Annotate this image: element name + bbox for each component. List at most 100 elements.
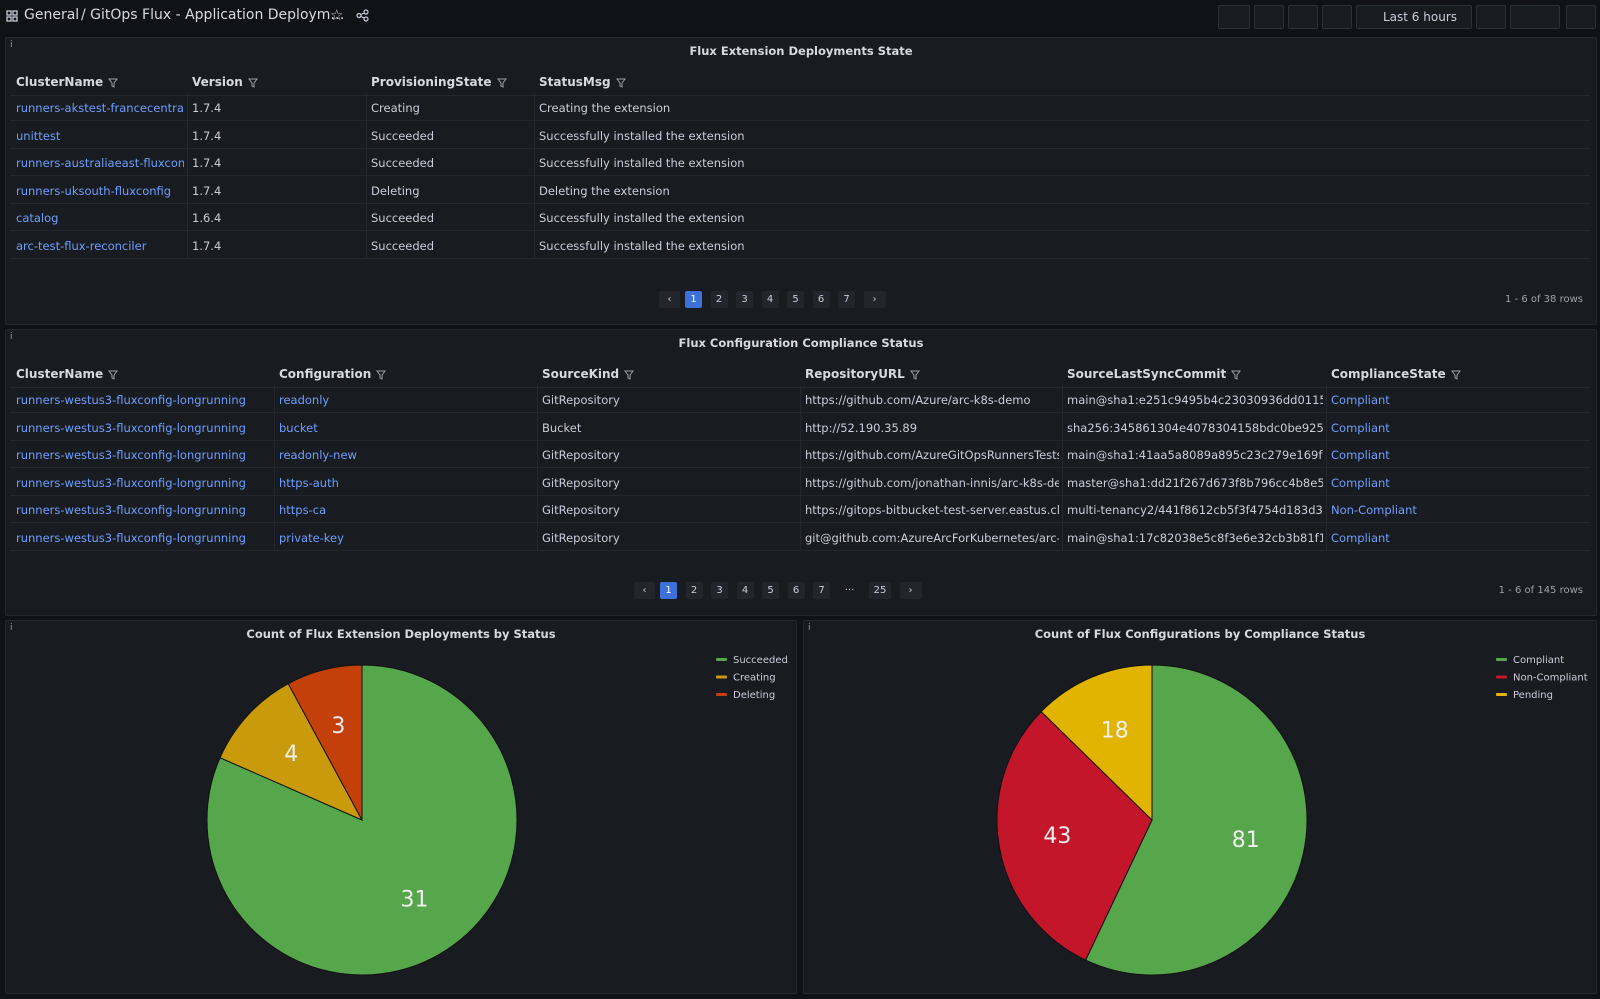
share-button[interactable] [356, 9, 369, 22]
cell-link[interactable]: runners-akstest-francecentra… [16, 101, 184, 115]
column-header[interactable]: ClusterName [16, 75, 104, 89]
cell-link[interactable]: runners-westus3-fluxconfig-longrunning [16, 503, 246, 518]
filter-icon[interactable] [108, 78, 118, 88]
filter-icon[interactable] [1231, 370, 1241, 380]
info-button[interactable] [1288, 5, 1318, 29]
cell-link[interactable]: runners-westus3-fluxconfig-longrunning [16, 448, 246, 463]
pager-page[interactable]: 5 [787, 291, 804, 308]
row-divider [10, 202, 1590, 204]
legend-label[interactable]: Deleting [733, 690, 775, 701]
time-picker[interactable]: Last 6 hours [1356, 5, 1472, 29]
cell-link[interactable]: bucket [279, 420, 318, 435]
pager-page[interactable]: 1 [685, 291, 702, 308]
pager-page[interactable]: 6 [812, 291, 830, 308]
cell-link[interactable]: Compliant [1331, 393, 1390, 407]
filter-icon[interactable] [108, 370, 118, 380]
table-cell: Deleting [371, 183, 420, 198]
legend-label[interactable]: Creating [733, 673, 776, 684]
cell-link[interactable]: runners-uksouth-fluxconfig [16, 183, 172, 198]
cell-link[interactable]: unittest [16, 128, 61, 143]
legend-swatch [716, 693, 727, 696]
cell-link[interactable]: readonly [279, 393, 330, 407]
pager-page[interactable]: 25 [869, 582, 891, 599]
pie-slice[interactable] [1040, 664, 1153, 822]
pager-page[interactable]: 3 [736, 291, 753, 308]
pager-next[interactable]: › [899, 582, 922, 599]
settings-button[interactable] [1322, 5, 1352, 29]
pager-page[interactable]: 2 [685, 582, 703, 599]
cell-link[interactable]: Compliant [1331, 531, 1390, 545]
panel-info-icon[interactable]: i [808, 623, 811, 633]
legend-label[interactable]: Non-Compliant [1513, 673, 1588, 684]
pie-slice[interactable] [1084, 664, 1308, 976]
column-divider [274, 467, 275, 495]
pager-page[interactable]: 1 [660, 582, 677, 599]
pager-page[interactable]: 4 [761, 291, 779, 308]
filter-icon[interactable] [624, 370, 634, 380]
filter-icon[interactable] [497, 78, 507, 88]
cell-link[interactable]: runners-westus3-fluxconfig-longrunning [16, 475, 246, 490]
column-header[interactable]: SourceLastSyncCommit [1067, 367, 1227, 381]
column-header[interactable]: ProvisioningState [371, 75, 492, 89]
legend-label[interactable]: Succeeded [733, 655, 788, 666]
view-mode-button[interactable] [1566, 5, 1596, 29]
column-header[interactable]: SourceKind [542, 367, 620, 381]
column-header[interactable]: ComplianceState [1331, 367, 1446, 381]
column-divider [274, 385, 275, 412]
pager-page[interactable]: 7 [838, 291, 855, 308]
panel-info-icon[interactable]: i [10, 332, 13, 342]
table-cell: https://github.com/Azure/arc-k8s-demo [805, 393, 1031, 407]
cell-link[interactable]: arc-test-flux-reconciler [16, 239, 147, 253]
pager-page[interactable]: 2 [710, 291, 728, 308]
cell-link[interactable]: runners-westus3-fluxconfig-longrunning [16, 420, 246, 435]
cell-link[interactable]: Non-Compliant [1331, 503, 1417, 518]
pager-page[interactable]: 5 [762, 582, 779, 599]
column-header[interactable]: StatusMsg [539, 75, 611, 89]
pager-page[interactable]: 3 [711, 582, 728, 599]
panel-info-icon[interactable]: i [10, 623, 13, 633]
pager-prev[interactable]: ‹ [634, 582, 655, 599]
column-header[interactable]: ClusterName [16, 367, 104, 381]
cell-link[interactable]: Compliant [1331, 420, 1390, 435]
panel-info-icon[interactable]: i [10, 40, 13, 50]
breadcrumb[interactable]: General [24, 7, 80, 23]
legend-label[interactable]: Pending [1513, 690, 1553, 701]
pager-next[interactable]: › [863, 291, 886, 308]
filter-icon[interactable] [1451, 370, 1461, 380]
refresh-button[interactable] [1510, 5, 1560, 29]
filter-icon[interactable] [910, 370, 920, 380]
pager-prev[interactable]: ‹ [659, 291, 680, 308]
cell-link[interactable]: runners-westus3-fluxconfig-longrunning [16, 393, 246, 407]
legend-label[interactable]: Compliant [1513, 655, 1564, 666]
pie-slice[interactable] [287, 664, 363, 821]
cell-link[interactable]: https-ca [279, 503, 327, 518]
column-divider [537, 385, 538, 412]
column-header[interactable]: Version [192, 75, 243, 89]
zoom-out-button[interactable] [1476, 5, 1506, 29]
cell-link[interactable]: readonly-new [279, 448, 357, 463]
pie-slice[interactable] [996, 710, 1153, 961]
cell-link[interactable]: catalog [16, 211, 59, 226]
column-header[interactable]: Configuration [279, 367, 372, 381]
cell-link[interactable]: runners-westus3-fluxconfig-longrunning [16, 531, 246, 545]
cell-link[interactable]: Compliant [1331, 448, 1390, 463]
filter-icon[interactable] [248, 78, 258, 88]
star-button[interactable]: ☆ [330, 6, 344, 24]
cell-link[interactable]: https-auth [279, 475, 339, 490]
pager-page[interactable]: 7 [813, 582, 830, 599]
pie-slice[interactable] [219, 683, 364, 822]
add-panel-button[interactable] [1218, 5, 1250, 29]
column-header[interactable]: RepositoryURL [805, 367, 905, 381]
pager-page[interactable]: 4 [736, 582, 754, 599]
table-cell: git@github.com:AzureArcForKubernetes/arc… [805, 531, 1059, 545]
filter-icon[interactable] [616, 78, 626, 88]
row-divider [10, 522, 1590, 524]
cell-link[interactable]: private-key [279, 531, 344, 545]
cell-link[interactable]: Compliant [1331, 475, 1390, 490]
cell-link[interactable]: runners-australiaeast-fluxcon… [16, 156, 184, 171]
save-button[interactable] [1254, 5, 1284, 29]
filter-icon[interactable] [376, 370, 386, 380]
column-divider [1062, 440, 1063, 468]
apps-icon[interactable] [6, 10, 18, 22]
pager-page[interactable]: 6 [787, 582, 805, 599]
